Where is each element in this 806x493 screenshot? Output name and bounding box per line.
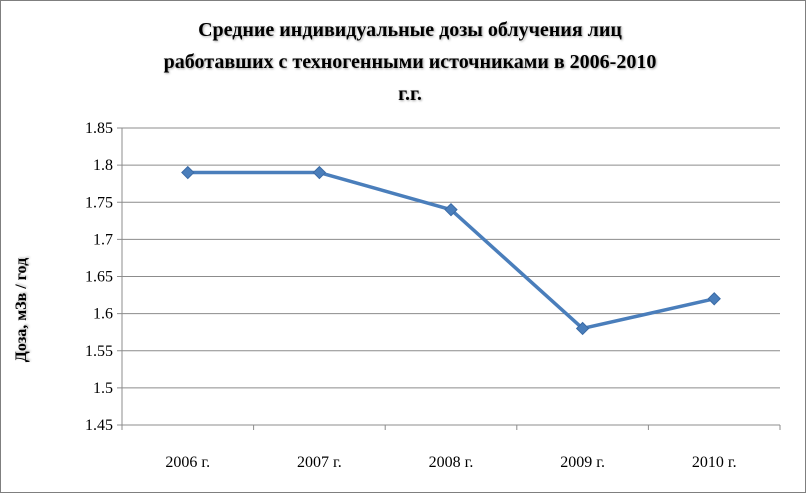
data-point-marker (575, 321, 590, 336)
x-tick-label: 2006 г. (165, 454, 210, 471)
title-line-2: работавших с техногенными источниками в … (163, 51, 657, 73)
x-tick-label: 2009 г. (560, 454, 605, 471)
data-point-marker (444, 202, 458, 217)
series-line (187, 170, 715, 331)
x-tick-label: 2008 г. (429, 454, 474, 471)
title-line-1: Средние индивидуальные дозы облучения ли… (198, 19, 622, 41)
data-point-marker (312, 165, 327, 180)
title-line-3: г.г. (398, 83, 422, 105)
y-tick-label: 1.8 (93, 157, 113, 174)
data-point-marker (181, 165, 195, 180)
y-tick-label: 1.7 (93, 231, 113, 248)
x-tick-label: 2010 г. (692, 454, 737, 471)
data-point-marker (707, 292, 721, 306)
x-tick-label: 2007 г. (297, 454, 342, 471)
y-tick-label: 1.55 (85, 343, 113, 360)
y-tick-label: 1.6 (93, 306, 113, 323)
y-tick-label: 1.85 (85, 120, 113, 137)
y-tick-label: 1.5 (93, 380, 113, 397)
y-tick-label: 1.75 (85, 194, 113, 211)
y-tick-label: 1.65 (85, 269, 113, 286)
chart-title: Средние индивидуальные дозы облучения ли… (60, 14, 760, 110)
y-tick-label: 1.45 (85, 417, 113, 434)
